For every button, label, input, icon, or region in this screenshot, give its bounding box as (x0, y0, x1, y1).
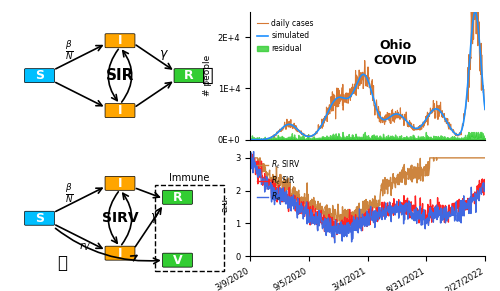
$R_t$ SIRV (312, 205, 318, 208)
Line: simulated: simulated (250, 12, 485, 140)
FancyBboxPatch shape (105, 176, 135, 190)
daily cases (300, 133, 306, 136)
Text: S: S (35, 69, 44, 82)
FancyBboxPatch shape (162, 190, 192, 204)
$R_t$ SIR (396, 202, 402, 205)
Text: SIR: SIR (106, 68, 134, 83)
daily cases (394, 116, 400, 120)
simulated (402, 117, 407, 121)
Text: $\frac{\beta}{N}$: $\frac{\beta}{N}$ (65, 182, 74, 205)
Text: $r_V$: $r_V$ (80, 240, 92, 253)
Line: $R_t$ SIRV: $R_t$ SIRV (250, 158, 485, 229)
Text: S: S (35, 212, 44, 225)
$R_e$ (276, 196, 282, 199)
$R_t$ SIRV (402, 181, 408, 185)
Y-axis label: a.u.: a.u. (220, 195, 230, 212)
$R_t$ SIRV (395, 172, 401, 176)
FancyBboxPatch shape (24, 69, 54, 83)
simulated (472, 10, 478, 13)
daily cases (482, 108, 488, 111)
Line: $R_t$ SIR: $R_t$ SIR (250, 153, 485, 238)
Text: 💉: 💉 (58, 254, 68, 272)
$R_t$ SIRV (344, 228, 350, 231)
daily cases (276, 130, 281, 133)
Text: R: R (184, 69, 194, 82)
Legend: $R_t$ SIRV, $R_t$ SIR, $R_e$: $R_t$ SIRV, $R_t$ SIR, $R_e$ (254, 155, 304, 206)
$R_t$ SIRV (251, 156, 257, 159)
Text: Ohio
COVID: Ohio COVID (374, 39, 418, 67)
$R_t$ SIRV (300, 208, 306, 212)
$R_t$ SIR (482, 180, 488, 184)
Text: $\gamma$: $\gamma$ (158, 48, 168, 62)
$R_e$ (332, 241, 338, 244)
$R_t$ SIR (248, 151, 254, 155)
$R_e$ (396, 205, 402, 208)
Text: Immune: Immune (169, 173, 209, 183)
simulated (247, 138, 253, 141)
Line: daily cases: daily cases (250, 0, 485, 140)
FancyBboxPatch shape (105, 246, 135, 260)
Legend: daily cases, simulated, residual: daily cases, simulated, residual (254, 15, 317, 56)
Text: I: I (118, 34, 122, 47)
Text: $\gamma$: $\gamma$ (150, 211, 160, 225)
$R_t$ SIRV (482, 156, 488, 159)
simulated (394, 112, 400, 116)
$R_t$ SIR (402, 202, 408, 206)
Text: V: V (172, 254, 182, 267)
$R_t$ SIR (252, 157, 258, 160)
simulated (300, 132, 306, 136)
$R_e$ (252, 164, 258, 167)
$R_t$ SIRV (276, 184, 281, 188)
daily cases (402, 113, 407, 116)
$R_e$ (247, 152, 253, 156)
simulated (312, 132, 318, 136)
daily cases (247, 138, 253, 141)
$R_t$ SIR (332, 236, 338, 240)
daily cases (251, 138, 257, 141)
Text: R: R (172, 191, 182, 204)
$R_t$ SIR (247, 153, 253, 156)
Text: 🧑: 🧑 (202, 66, 213, 85)
daily cases (312, 132, 318, 136)
$R_t$ SIR (276, 192, 282, 196)
$R_e$ (402, 202, 408, 206)
$R_e$ (312, 221, 318, 224)
FancyBboxPatch shape (162, 253, 192, 267)
Text: I: I (118, 247, 122, 260)
Y-axis label: # people: # people (203, 55, 212, 96)
FancyBboxPatch shape (174, 69, 204, 83)
$R_t$ SIR (312, 213, 318, 217)
Line: $R_e$: $R_e$ (250, 152, 485, 243)
$R_t$ SIR (300, 206, 306, 209)
FancyBboxPatch shape (24, 211, 54, 225)
Text: $\frac{\beta}{N}$: $\frac{\beta}{N}$ (65, 39, 74, 62)
Text: I: I (118, 104, 122, 117)
$R_e$ (250, 150, 256, 153)
$R_t$ SIRV (247, 156, 253, 159)
$R_e$ (300, 205, 306, 208)
simulated (482, 108, 488, 111)
FancyBboxPatch shape (105, 104, 135, 118)
FancyBboxPatch shape (105, 34, 135, 48)
Text: I: I (118, 177, 122, 190)
simulated (251, 138, 257, 141)
$R_e$ (482, 188, 488, 191)
Text: SIRV: SIRV (102, 211, 138, 225)
simulated (276, 130, 281, 134)
